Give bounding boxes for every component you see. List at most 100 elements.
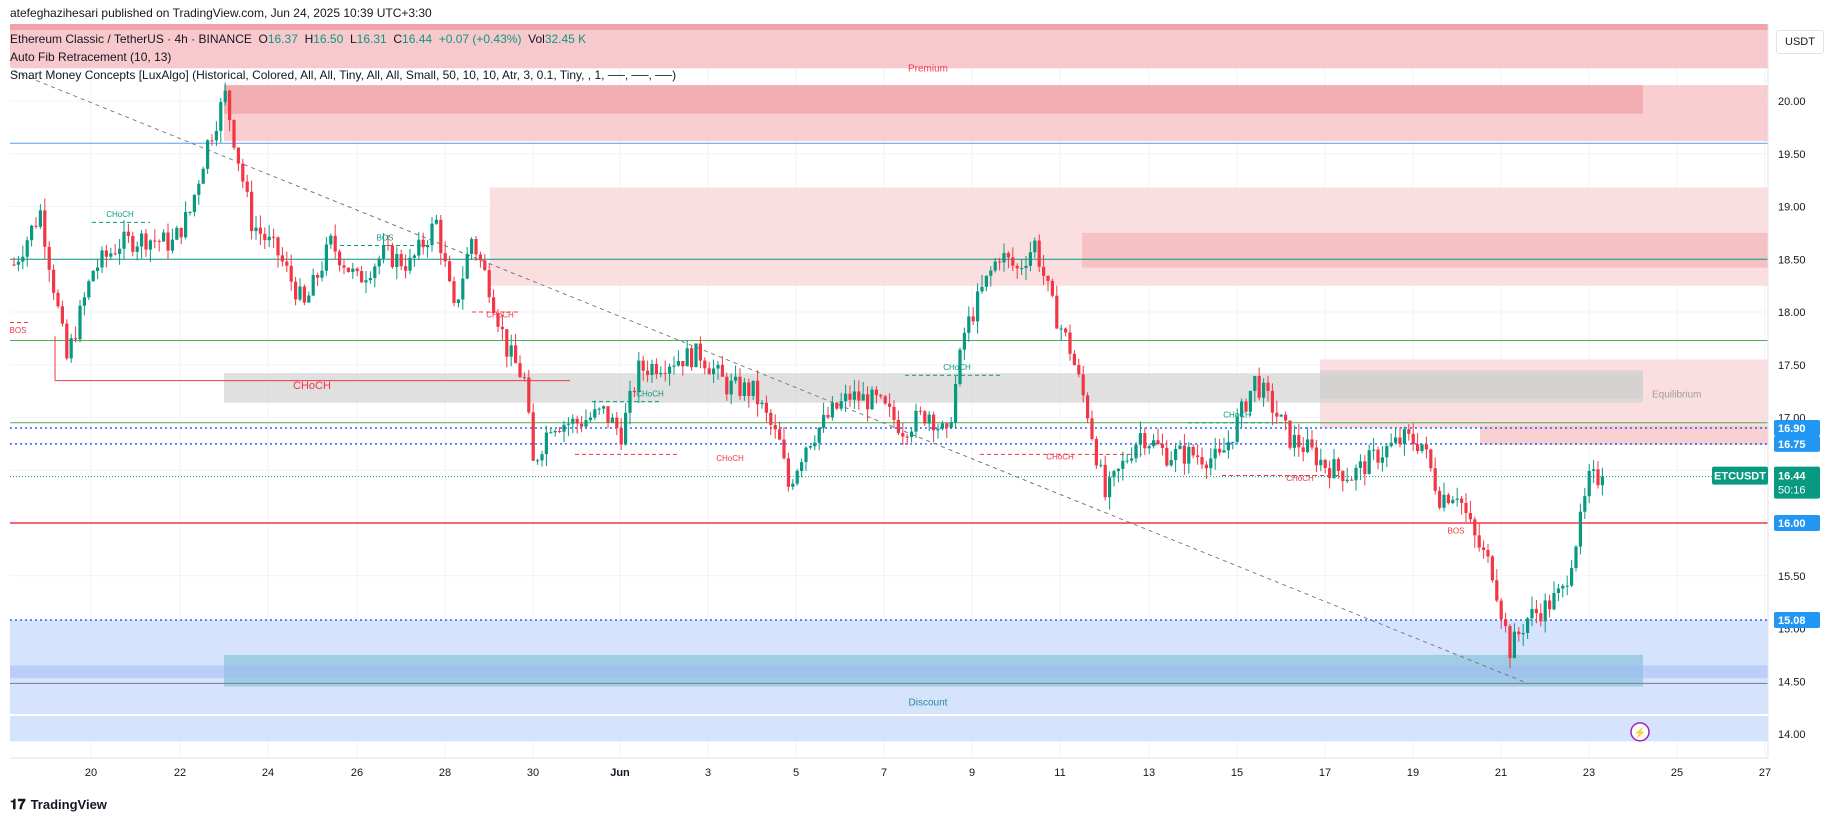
candle-body (395, 254, 399, 268)
candle-body (980, 286, 984, 292)
candle-body (1446, 494, 1450, 504)
candle-body (34, 225, 38, 227)
candle-body (1372, 449, 1376, 451)
candle-body (1279, 414, 1283, 417)
candle-body (1332, 459, 1336, 479)
candle-body (456, 299, 460, 303)
price-tag-text: 16.75 (1778, 439, 1806, 451)
candle-body (1328, 468, 1332, 479)
structure-label: CHoCH (1286, 474, 1314, 483)
candle-body (206, 140, 210, 169)
candle-body (575, 418, 579, 424)
candle-body (210, 140, 214, 142)
candle-body (228, 90, 232, 121)
candle-body (1209, 458, 1213, 469)
candle-body (474, 239, 478, 255)
lightning-glyph: ⚡ (1634, 726, 1646, 739)
candle-body (399, 254, 403, 267)
structure-label: CHoCH (486, 310, 514, 319)
candle-body (791, 483, 795, 487)
y-tick-label: 18.00 (1778, 307, 1806, 319)
candle-body (786, 458, 790, 487)
x-tick-label: 24 (262, 767, 274, 779)
candle-body (1006, 253, 1010, 258)
candle-body (1490, 556, 1494, 581)
candle-body (1257, 376, 1261, 398)
x-tick-label: 7 (881, 767, 887, 779)
candle-body (588, 417, 592, 421)
candle-body (1050, 280, 1054, 296)
candle-body (1292, 434, 1296, 448)
candle-body (1323, 459, 1327, 469)
candle-body (742, 382, 746, 397)
indicator-fib-legend[interactable]: Auto Fib Retracement (10, 13) (10, 50, 172, 64)
candle-body (109, 253, 113, 257)
x-tick-label: 19 (1407, 767, 1419, 779)
candle-body (1556, 588, 1560, 594)
indicator-smc-legend[interactable]: Smart Money Concepts [LuxAlgo] (Historic… (10, 68, 677, 82)
candle-body (1081, 374, 1085, 396)
candle-body (56, 292, 60, 307)
candle-body (1218, 448, 1222, 453)
equilibrium-zone-2 (1320, 370, 1643, 399)
high-value: 16.50 (313, 32, 344, 46)
candle-body (694, 343, 698, 368)
candle-body (470, 239, 474, 254)
candle-body (1138, 433, 1142, 445)
candle-body (1310, 439, 1314, 448)
symbol-tag (1712, 466, 1768, 485)
candle-body (962, 332, 966, 350)
candle-body (1596, 469, 1600, 486)
candle-body (822, 414, 826, 428)
footer-brand[interactable]: 𝟏𝟕 TradingView (10, 796, 107, 813)
candle-body (879, 395, 883, 397)
structure-label: CHoCH (1223, 411, 1251, 420)
candle-body (1526, 618, 1530, 634)
candle-body (188, 211, 192, 213)
candle-body (1182, 445, 1186, 464)
candle-body (729, 380, 733, 395)
x-tick-label: 28 (439, 767, 451, 779)
candle-body (1130, 458, 1134, 461)
candle-body (1380, 457, 1384, 463)
x-tick-label: 27 (1759, 767, 1771, 779)
candle-body (1517, 631, 1521, 635)
candle-body (1495, 580, 1499, 601)
candle-body (663, 372, 667, 374)
candle-body (373, 266, 377, 279)
candle-body (1464, 502, 1468, 514)
candle-body (1407, 429, 1411, 434)
x-tick-label: 13 (1143, 767, 1155, 779)
discount-label: Discount (909, 698, 948, 709)
candles (12, 82, 1604, 669)
tradingview-logo-icon: 𝟏𝟕 (10, 796, 26, 812)
candle-body (1394, 437, 1398, 443)
candle-body (298, 286, 302, 300)
price-tag (1774, 420, 1820, 437)
candle-body (844, 393, 848, 402)
open-value: 16.37 (267, 32, 298, 46)
structure-label: CHoCH (636, 389, 664, 398)
footer-brand-label: TradingView (30, 797, 107, 812)
candle-body (47, 246, 51, 270)
candle-body (100, 250, 104, 268)
symbol-title: Ethereum Classic / TetherUS · 4h · BINAN… (10, 32, 252, 46)
symbol-tag-text: ETCUSDT (1714, 471, 1766, 483)
candle-body (30, 225, 34, 241)
candle-body (932, 414, 936, 431)
candle-body (96, 267, 100, 271)
symbol-legend[interactable]: Ethereum Classic / TetherUS · 4h · BINAN… (10, 32, 586, 46)
candle-body (720, 364, 724, 377)
candle-body (1160, 444, 1164, 448)
candle-body (1521, 633, 1525, 635)
candle-body (1548, 600, 1552, 610)
candle-body (43, 210, 47, 247)
candle-body (1587, 470, 1591, 497)
candle-body (769, 412, 773, 425)
candle-body (452, 281, 456, 303)
candle-body (1121, 460, 1125, 469)
candle-body (78, 305, 82, 340)
currency-selector[interactable]: USDT (1776, 30, 1824, 54)
last-price-tag (1774, 466, 1820, 499)
